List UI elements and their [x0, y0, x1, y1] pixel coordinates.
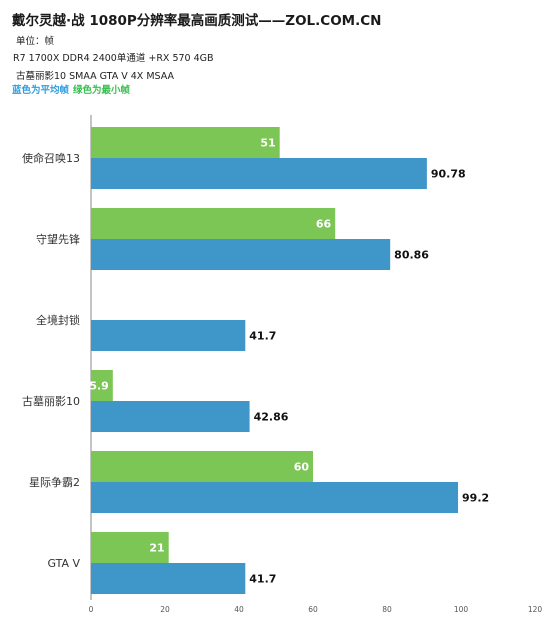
category-label: GTA V: [47, 557, 80, 570]
legend-avg: 蓝色为平均帧: [12, 85, 70, 96]
avg-fps-bar: [91, 158, 427, 189]
category-label: 守望先锋: [36, 232, 80, 246]
min-fps-label: 5.9: [89, 380, 109, 393]
category-label: 星际争霸2: [29, 475, 80, 489]
avg-fps-bar: [91, 482, 459, 513]
hardware-config: R7 1700X DDR4 2400单通道 +RX 570 4GB: [13, 53, 214, 64]
min-fps-label: 60: [294, 461, 310, 474]
avg-fps-label: 41.7: [249, 573, 276, 586]
min-fps-bar: [91, 370, 113, 401]
x-tick-label: 80: [382, 605, 392, 614]
category-label: 古墓丽影10: [22, 395, 80, 408]
legend-min: 绿色为最小帧: [73, 85, 131, 96]
avg-fps-bar: [91, 563, 246, 594]
min-fps-label: 51: [260, 137, 275, 150]
min-fps-bar: [91, 451, 313, 482]
avg-fps-label: 80.86: [394, 249, 429, 262]
x-tick-label: 100: [454, 605, 469, 614]
x-tick-label: 20: [160, 605, 170, 614]
min-fps-bar: [91, 532, 169, 563]
legend: 蓝色为平均帧 绿色为最小帧: [12, 82, 130, 96]
avg-fps-label: 41.7: [249, 330, 276, 343]
aa-settings: 古墓丽影10 SMAA GTA V 4X MSAA: [16, 71, 174, 82]
category-label: 使命召唤13: [22, 151, 80, 165]
avg-fps-label: 99.2: [462, 492, 489, 505]
chart-title: 戴尔灵越·战 1080P分辨率最高画质测试——ZOL.COM.CN: [12, 13, 382, 29]
min-fps-bar: [91, 127, 280, 158]
avg-fps-bar: [91, 239, 391, 270]
avg-fps-bar: [91, 320, 246, 351]
min-fps-label: 21: [149, 542, 164, 555]
avg-fps-label: 90.78: [431, 168, 466, 181]
min-fps-bar: [91, 208, 336, 239]
unit-label: 单位：帧: [16, 36, 55, 47]
x-tick-label: 0: [89, 605, 94, 614]
x-tick-label: 40: [234, 605, 244, 614]
x-tick-label: 120: [528, 605, 543, 614]
min-fps-label: 66: [316, 218, 332, 231]
x-tick-label: 60: [308, 605, 318, 614]
avg-fps-bar: [91, 401, 250, 432]
avg-fps-label: 42.86: [254, 411, 289, 424]
category-label: 全境封锁: [36, 313, 80, 327]
